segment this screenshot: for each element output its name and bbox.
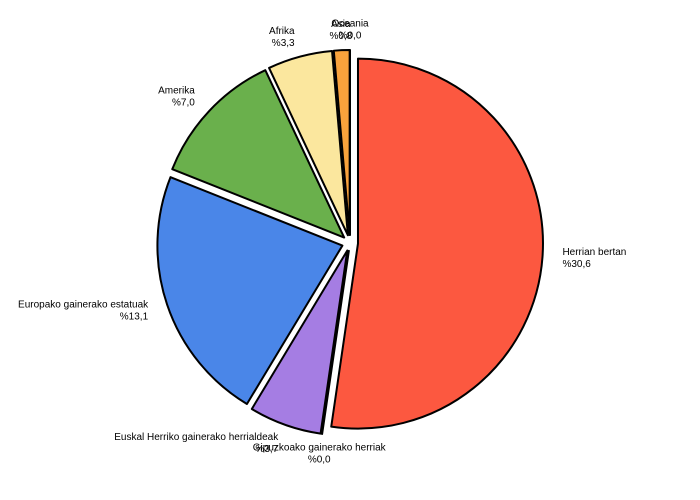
pie-slice: [268, 49, 349, 237]
slice-label: Herrian bertan: [562, 247, 626, 258]
slice-value-label: %7,0: [172, 98, 195, 109]
pie-slice: [250, 249, 349, 435]
slice-value-label: %3,3: [272, 38, 295, 49]
slice-label: Asia: [331, 19, 351, 30]
pie-slice: [156, 176, 344, 406]
slice-label: Europako gainerako estatuak: [18, 300, 149, 311]
slice-label: Amerika: [158, 86, 195, 97]
slice-value-label: %0,8: [329, 31, 352, 42]
slice-label: Gipuzkoako gainerako herriak: [253, 442, 387, 453]
slice-value-label: %13,1: [120, 312, 149, 323]
slice-value-label: %0,0: [308, 454, 331, 465]
slice-value-label: %3,7: [255, 444, 278, 455]
slice-value-label: %30,6: [562, 259, 591, 270]
pie-slice: [321, 249, 350, 435]
slice-label: Afrika: [269, 26, 295, 37]
slice-label: Oceania: [331, 19, 369, 30]
slice-label: Euskal Herriko gainerako herrialdeak: [114, 432, 279, 443]
pie-slice: [171, 69, 346, 239]
pie-slice: [330, 57, 544, 430]
slice-value-label: %0,0: [339, 31, 362, 42]
